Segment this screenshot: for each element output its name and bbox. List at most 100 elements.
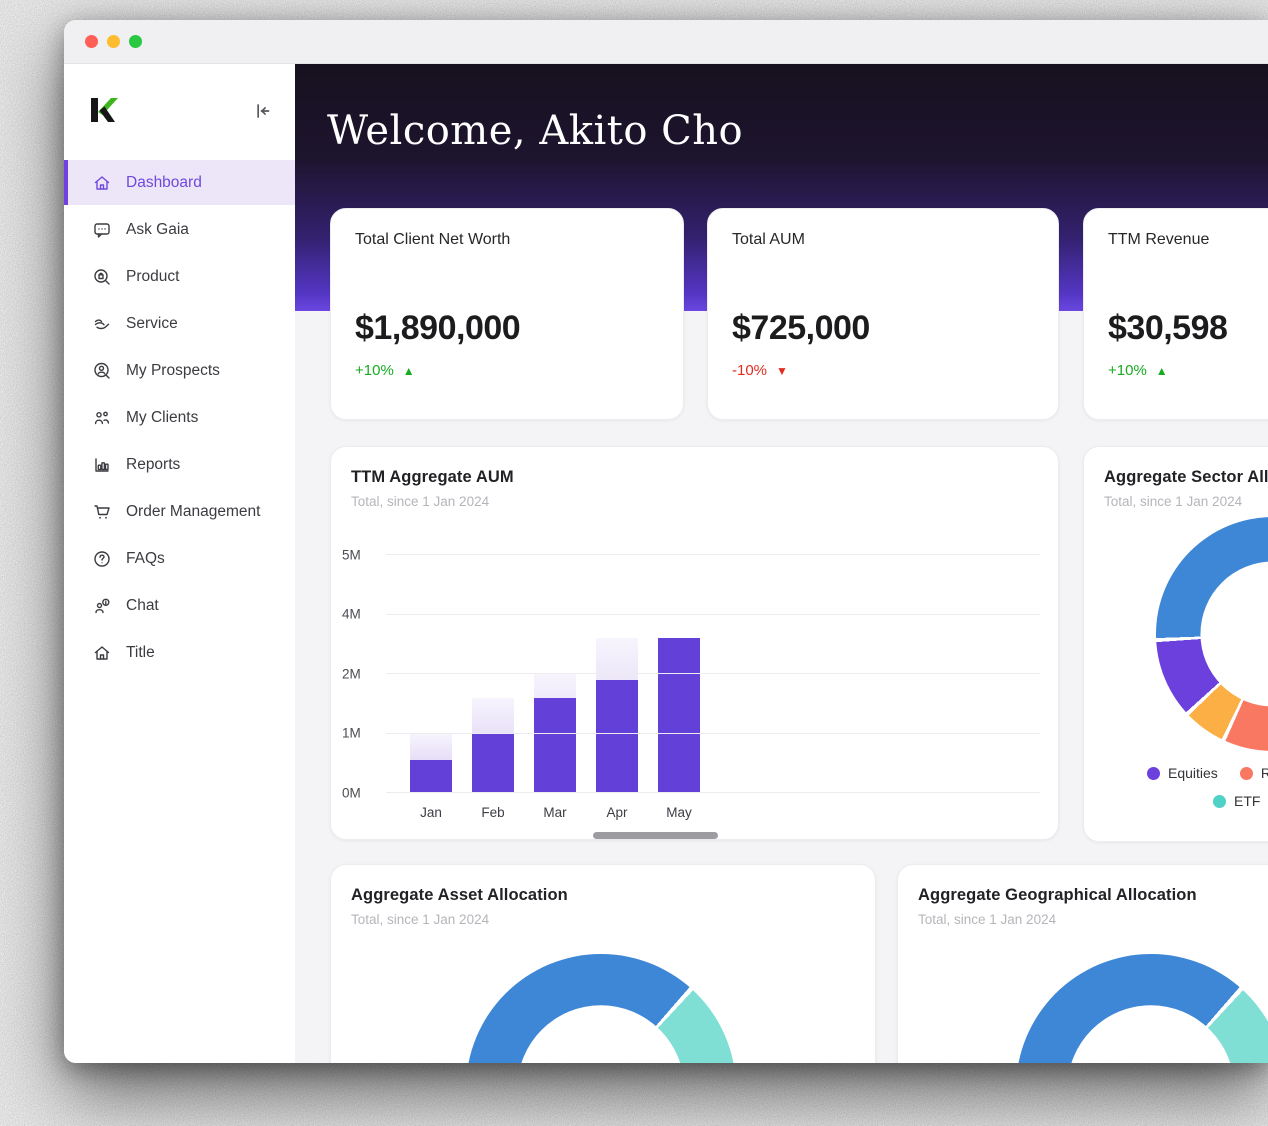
x-axis-label: Mar	[543, 805, 567, 820]
sidebar-item-chat[interactable]: Chat	[64, 583, 295, 628]
cart-icon	[92, 502, 112, 522]
sidebar-item-order-management[interactable]: Order Management	[64, 489, 295, 534]
bar-jan[interactable]	[410, 733, 452, 793]
sidebar-item-label: Reports	[126, 455, 181, 473]
sidebar-item-ask-gaia[interactable]: Ask Gaia	[64, 207, 295, 252]
stat-value: $725,000	[732, 309, 870, 347]
legend-item[interactable]: Equities	[1147, 765, 1218, 781]
home-icon	[92, 643, 112, 663]
sidebar-item-product[interactable]: Product	[64, 254, 295, 299]
sidebar-collapse-button[interactable]	[249, 98, 275, 127]
sidebar-item-label: Service	[126, 314, 178, 332]
person-chat-icon	[92, 596, 112, 616]
sidebar-item-reports[interactable]: Reports	[64, 442, 295, 487]
sidebar-item-label: Ask Gaia	[126, 220, 189, 238]
y-axis-tick: 4M	[342, 606, 361, 622]
ttm-aum-xlabels: Jan Feb Mar Apr May	[410, 805, 700, 820]
chart-subtitle: Total, since 1 Jan 2024	[918, 912, 1057, 927]
legend-label: ETF	[1234, 793, 1261, 809]
asset-allocation-donut	[466, 954, 736, 1063]
sector-legend-row-1: Equities Real estate	[1147, 765, 1268, 781]
chart-title: Aggregate Asset Allocation	[351, 886, 568, 904]
asset-allocation-card: Aggregate Asset Allocation Total, since …	[330, 864, 876, 1063]
legend-dot-icon	[1213, 794, 1226, 808]
bar-solid-segment	[472, 733, 514, 793]
page-title: Welcome, Akito Cho	[327, 108, 744, 154]
sidebar-item-label: FAQs	[126, 549, 165, 567]
chart-subtitle: Total, since 1 Jan 2024	[1104, 494, 1243, 509]
legend-label: Real estate	[1260, 765, 1268, 781]
sidebar-item-label: Chat	[126, 596, 159, 614]
gridline: 5M	[342, 547, 1040, 562]
x-axis-label: May	[666, 805, 692, 820]
close-window-button[interactable]	[85, 35, 98, 48]
sidebar-item-dashboard[interactable]: Dashboard	[64, 160, 295, 205]
legend-dot-icon	[1147, 766, 1160, 780]
sector-legend-row-2: ETF	[1213, 793, 1268, 809]
sidebar-menu: Dashboard Ask Gaia Product	[64, 160, 295, 675]
legend-dot-icon	[1239, 766, 1253, 780]
trend-arrow-icon: ▼	[776, 363, 788, 378]
sidebar: Dashboard Ask Gaia Product	[64, 64, 295, 1063]
product-search-icon	[92, 267, 112, 287]
sidebar-item-label: Dashboard	[126, 173, 202, 191]
sidebar-item-label: My Prospects	[126, 361, 220, 379]
sidebar-item-label: My Clients	[126, 408, 199, 426]
bar-apr[interactable]	[596, 638, 638, 793]
question-circle-icon	[92, 549, 112, 569]
stat-delta: +10% ▲	[1108, 362, 1268, 379]
y-axis-tick: 2M	[342, 666, 361, 681]
gridline: 4M	[342, 607, 1040, 622]
legend-item[interactable]: ETF	[1213, 793, 1260, 809]
sidebar-item-label: Product	[126, 267, 180, 285]
window-titlebar	[64, 20, 1268, 64]
x-axis-label: Jan	[420, 805, 442, 820]
minimize-window-button[interactable]	[107, 35, 120, 48]
bar-mar[interactable]	[534, 674, 576, 793]
delta-text: -10%	[732, 362, 768, 379]
maximize-window-button[interactable]	[129, 35, 142, 48]
legend-label: Equities	[1168, 765, 1218, 781]
service-hand-icon	[92, 314, 112, 334]
geo-allocation-card: Aggregate Geographical Allocation Total,…	[897, 864, 1268, 1063]
y-axis-tick: 0M	[342, 785, 361, 800]
bar-solid-segment	[410, 760, 452, 793]
chart-title: Aggregate Geographical Allocation	[918, 886, 1197, 904]
chart-subtitle: Total, since 1 Jan 2024	[351, 494, 490, 509]
sector-allocation-card: Aggregate Sector Allocation Total, since…	[1083, 446, 1268, 842]
trend-arrow-icon: ▲	[1155, 363, 1168, 378]
sidebar-item-service[interactable]: Service	[64, 301, 295, 346]
stat-card-net-worth: Total Client Net Worth $1,890,000 +10% ▲	[330, 208, 684, 420]
app-logo	[86, 94, 120, 131]
sidebar-item-label: Title	[126, 643, 155, 661]
bar-chart-icon	[92, 455, 112, 475]
bar-solid-segment	[596, 679, 638, 793]
trend-arrow-icon: ▲	[402, 363, 415, 378]
gridline: 1M	[342, 726, 1040, 741]
ttm-aum-chart-card: TTM Aggregate AUM Total, since 1 Jan 202…	[330, 446, 1059, 840]
sidebar-item-title[interactable]: Title	[64, 630, 295, 675]
bar-solid-segment	[658, 638, 700, 793]
chart-scrollbar-thumb[interactable]	[593, 832, 718, 839]
x-axis-label: Feb	[481, 805, 505, 820]
geo-allocation-donut	[1016, 954, 1268, 1063]
chart-subtitle: Total, since 1 Jan 2024	[351, 912, 490, 927]
bar-solid-segment	[534, 697, 576, 793]
stat-value: $1,890,000	[355, 309, 521, 347]
gridline: 0M	[342, 785, 1040, 800]
home-icon	[92, 173, 112, 193]
sector-allocation-donut	[1156, 517, 1268, 751]
sidebar-item-my-prospects[interactable]: My Prospects	[64, 348, 295, 393]
sidebar-item-my-clients[interactable]: My Clients	[64, 395, 295, 440]
chart-title: Aggregate Sector Allocation	[1104, 468, 1268, 486]
y-axis-tick: 1M	[342, 725, 361, 741]
bar-feb[interactable]	[472, 697, 514, 793]
stat-delta: -10% ▼	[732, 362, 1034, 379]
bar-may[interactable]	[658, 638, 700, 793]
ttm-aum-bars	[386, 555, 1040, 793]
legend-item[interactable]: Real estate	[1239, 765, 1268, 781]
gridline: 2M	[342, 666, 1040, 681]
stat-value: $30,598	[1108, 309, 1228, 347]
stat-delta: +10% ▲	[355, 362, 659, 379]
sidebar-item-faqs[interactable]: FAQs	[64, 536, 295, 581]
